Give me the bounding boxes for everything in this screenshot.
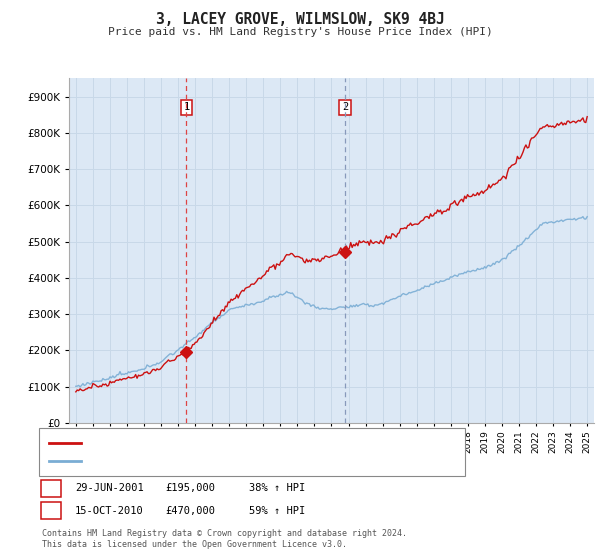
Text: £470,000: £470,000 (165, 506, 215, 516)
Text: 2: 2 (342, 102, 348, 113)
Text: 29-JUN-2001: 29-JUN-2001 (75, 483, 144, 493)
Text: HPI: Average price, detached house, Cheshire East: HPI: Average price, detached house, Ches… (88, 456, 376, 466)
Text: 3, LACEY GROVE, WILMSLOW, SK9 4BJ: 3, LACEY GROVE, WILMSLOW, SK9 4BJ (155, 12, 445, 27)
Text: 1: 1 (184, 102, 190, 113)
Text: 1: 1 (48, 483, 54, 493)
Bar (187, 78, 345, 423)
Text: 2: 2 (48, 506, 54, 516)
Text: Price paid vs. HM Land Registry's House Price Index (HPI): Price paid vs. HM Land Registry's House … (107, 27, 493, 37)
Text: 59% ↑ HPI: 59% ↑ HPI (249, 506, 305, 516)
Text: Contains HM Land Registry data © Crown copyright and database right 2024.
This d: Contains HM Land Registry data © Crown c… (42, 529, 407, 549)
Text: 3, LACEY GROVE, WILMSLOW, SK9 4BJ (detached house): 3, LACEY GROVE, WILMSLOW, SK9 4BJ (detac… (88, 438, 382, 448)
Text: 38% ↑ HPI: 38% ↑ HPI (249, 483, 305, 493)
Text: £195,000: £195,000 (165, 483, 215, 493)
Text: 15-OCT-2010: 15-OCT-2010 (75, 506, 144, 516)
